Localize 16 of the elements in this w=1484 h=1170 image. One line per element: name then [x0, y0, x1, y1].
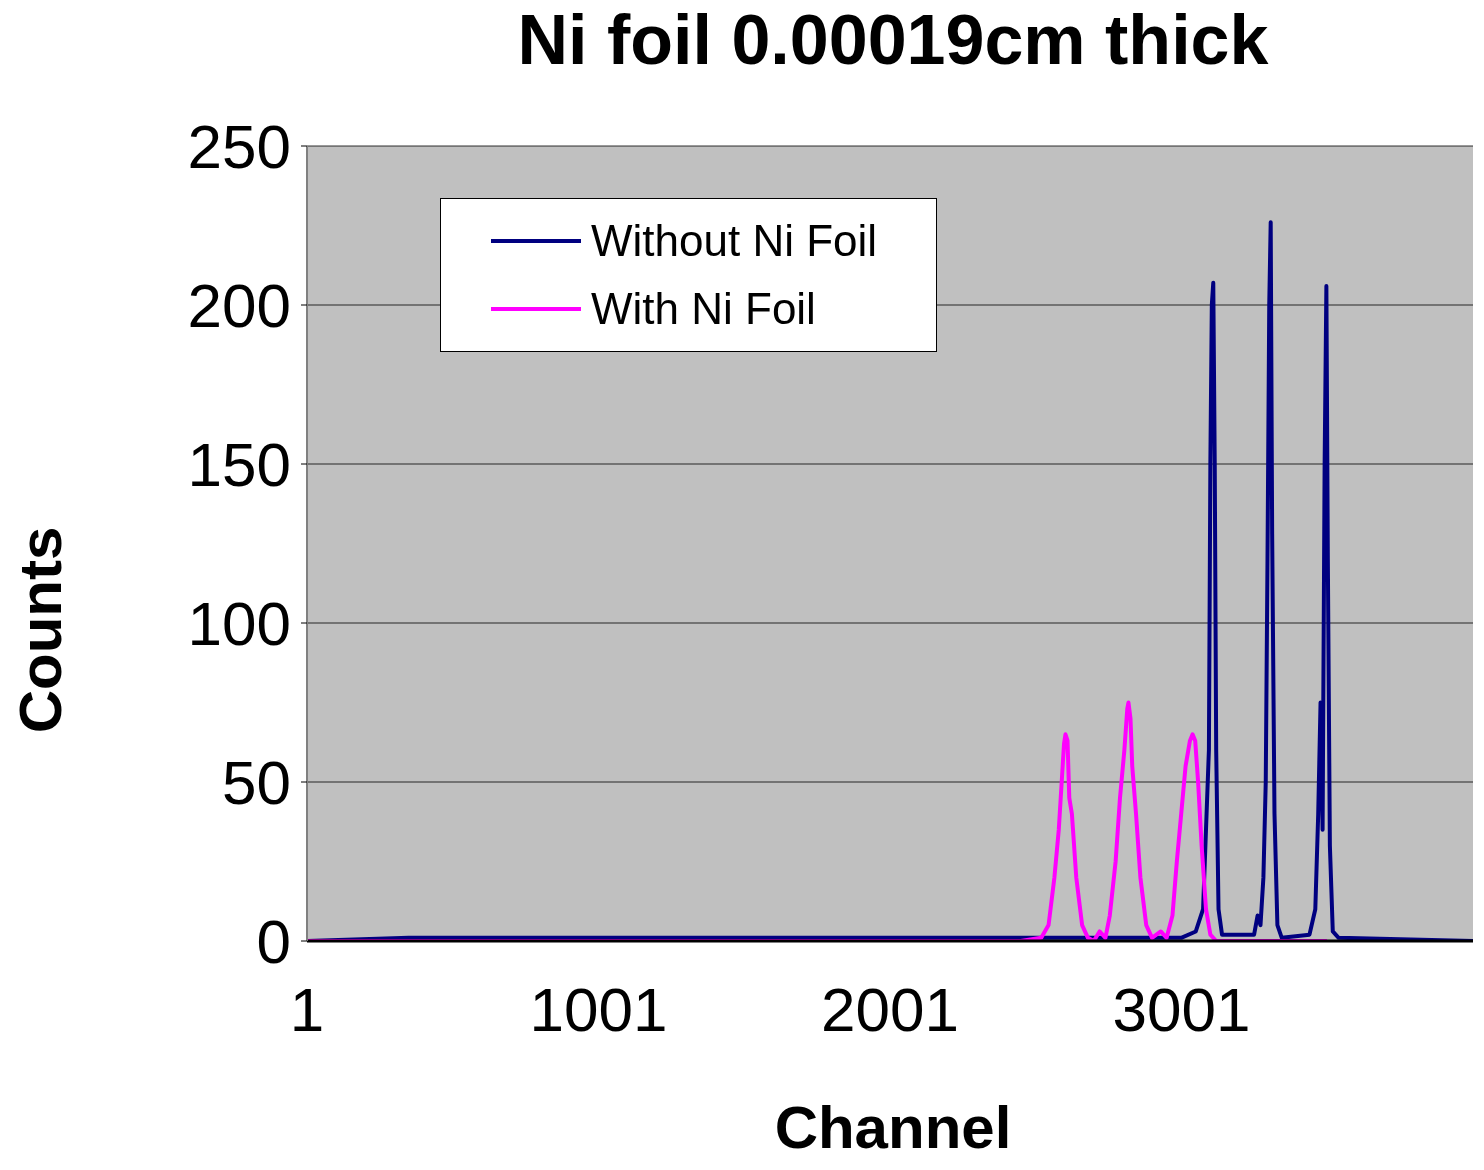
x-tick-label: 1001 — [529, 975, 668, 1045]
y-axis-title: Counts — [5, 526, 75, 734]
x-tick-label: 1 — [289, 975, 325, 1045]
y-tick-label: 100 — [187, 589, 291, 659]
y-tick-label: 0 — [256, 907, 291, 977]
x-tick-label: 3001 — [1112, 975, 1251, 1045]
y-tick-label: 200 — [187, 271, 291, 341]
y-tick-label: 50 — [222, 748, 291, 818]
x-axis-title: Channel — [773, 1093, 1013, 1162]
x-tick-label: 2001 — [821, 975, 959, 1045]
legend-label: With Ni Foil — [591, 284, 816, 334]
line-series — [307, 700, 1329, 941]
chart-title: Ni foil 0.00019cm thick — [516, 0, 1270, 80]
y-tick-label: 250 — [187, 112, 291, 182]
legend-label: Without Ni Foil — [591, 216, 878, 266]
y-tick-label: 150 — [187, 430, 291, 500]
